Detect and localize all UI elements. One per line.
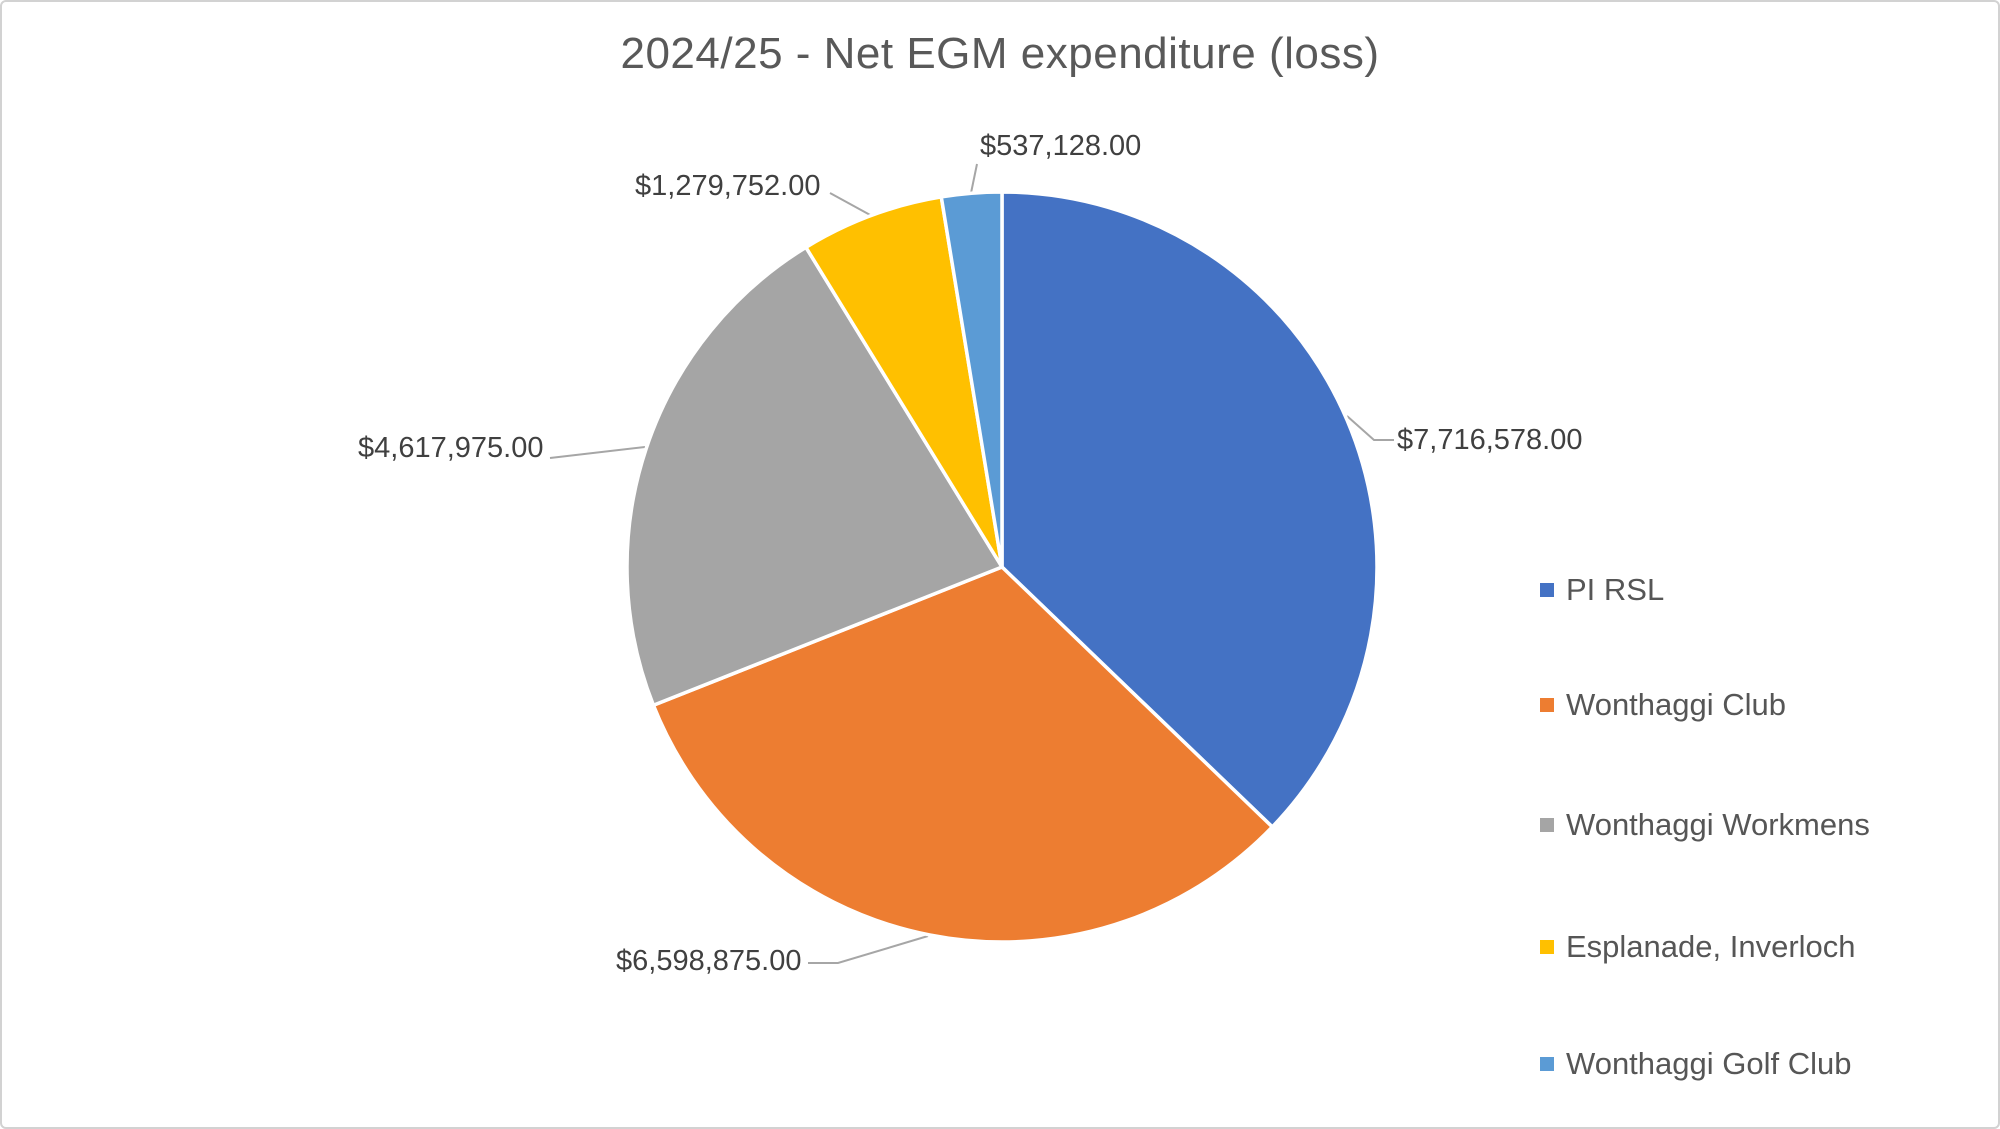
leader-line-pi-rsl bbox=[1346, 415, 1394, 441]
legend-item-esplanade-inverloch[interactable]: Esplanade, Inverloch bbox=[1540, 929, 1856, 964]
pie-slice-wonthaggi-golf-club[interactable] bbox=[939, 190, 1004, 569]
legend-marker-wonthaggi-workmens bbox=[1540, 818, 1554, 832]
legend-marker-wonthaggi-club bbox=[1540, 698, 1554, 712]
leader-line-wonthaggi-club bbox=[808, 935, 929, 964]
leader-lines bbox=[549, 163, 1394, 964]
pie-slice-wonthaggi-club[interactable] bbox=[651, 565, 1275, 944]
legend-item-wonthaggi-club[interactable]: Wonthaggi Club bbox=[1540, 687, 1787, 722]
pie-slice-pi-rsl[interactable] bbox=[1000, 190, 1379, 829]
data-label-pi-rsl: $7,716,578.00 bbox=[1397, 424, 1583, 456]
legend-marker-wonthaggi-golf-club bbox=[1540, 1057, 1554, 1071]
legend-label-wonthaggi-club: Wonthaggi Club bbox=[1566, 687, 1787, 722]
chart-title: 2024/25 - Net EGM expenditure (loss) bbox=[620, 29, 1380, 78]
leader-line-esplanade-inverloch bbox=[829, 192, 873, 217]
legend-marker-esplanade-inverloch bbox=[1540, 940, 1554, 954]
legend-item-wonthaggi-workmens[interactable]: Wonthaggi Workmens bbox=[1540, 807, 1870, 842]
legend-label-pi-rsl: PI RSL bbox=[1566, 572, 1665, 607]
data-label-wonthaggi-workmens: $4,617,975.00 bbox=[358, 432, 544, 464]
legend-label-wonthaggi-workmens: Wonthaggi Workmens bbox=[1566, 807, 1870, 842]
data-label-esplanade-inverloch: $1,279,752.00 bbox=[635, 170, 821, 202]
legend-marker-pi-rsl bbox=[1540, 583, 1554, 597]
legend-label-wonthaggi-golf-club: Wonthaggi Golf Club bbox=[1566, 1046, 1852, 1081]
legend-item-wonthaggi-golf-club[interactable]: Wonthaggi Golf Club bbox=[1540, 1046, 1852, 1081]
pie-slice-esplanade-inverloch[interactable] bbox=[804, 195, 1004, 569]
legend-label-esplanade-inverloch: Esplanade, Inverloch bbox=[1566, 929, 1856, 964]
leader-line-wonthaggi-workmens bbox=[549, 446, 646, 459]
pie-slices bbox=[625, 190, 1379, 944]
data-label-wonthaggi-golf-club: $537,128.00 bbox=[980, 130, 1142, 162]
pie-slice-wonthaggi-workmens[interactable] bbox=[625, 245, 1004, 708]
leader-line-wonthaggi-golf-club bbox=[970, 163, 978, 194]
data-label-wonthaggi-club: $6,598,875.00 bbox=[616, 945, 802, 977]
legend-item-pi-rsl[interactable]: PI RSL bbox=[1540, 572, 1665, 607]
